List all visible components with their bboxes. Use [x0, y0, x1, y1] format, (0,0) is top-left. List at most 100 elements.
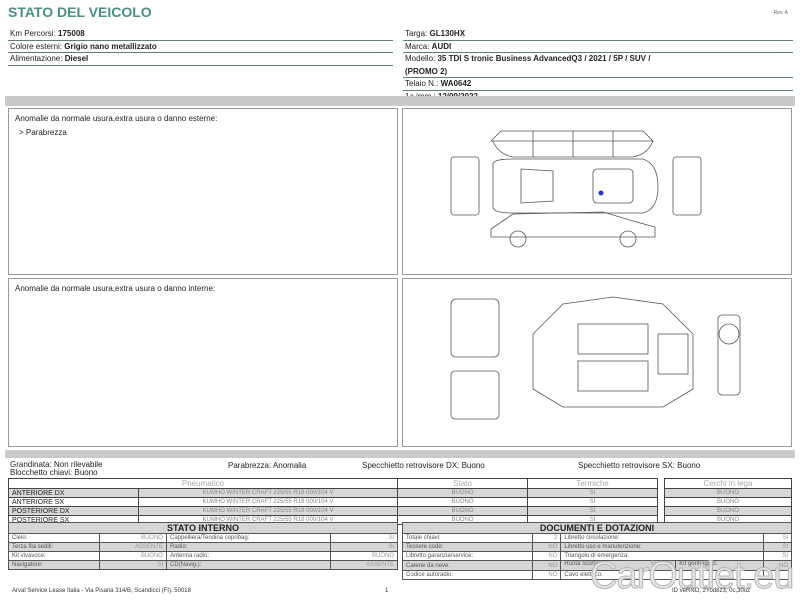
internal-diagram-box	[402, 278, 792, 447]
car-front-view	[450, 156, 480, 216]
telaio-label: Telaio N.:	[405, 79, 441, 88]
targa-row: Targa: GL130HX	[403, 28, 793, 41]
field-label: Cielo:	[7, 533, 101, 543]
interior-plan-view	[532, 296, 694, 408]
field-value: SI	[99, 560, 167, 570]
marca-row: Marca: AUDI	[403, 41, 793, 53]
field-value: SI	[330, 542, 398, 552]
document-id: ID veRNO, 2Yod8z3, 0c,30oz	[672, 588, 751, 594]
tyre-row: ANTERIORE SX KUMHO WINTER CRAFT 225/55 R1…	[8, 497, 658, 507]
divider-bar-2	[5, 450, 795, 458]
tyre-position: POSTERIORE DX	[8, 506, 139, 516]
color-label: Colore esterni:	[10, 41, 65, 51]
field-label: Navigatore:	[7, 560, 101, 570]
stato-interno-title: STATO INTERNO	[8, 522, 398, 534]
status-left: Grandinata: Non rilevabile Blocchetto ch…	[10, 461, 103, 477]
tyre-header: Pneumatico	[8, 478, 398, 489]
fuel-value: Diesel	[64, 54, 89, 63]
km-label: Km Percorsi:	[10, 29, 59, 38]
modello-value-2: (PROMO 2)	[405, 66, 448, 76]
field-value: SI	[762, 542, 793, 552]
field-label: Cappelliera/Tendina copribag:	[165, 533, 332, 543]
external-damage-title: Anomalie da normale usura,extra usura o …	[15, 114, 218, 123]
field-value: SI	[330, 533, 398, 543]
km-value: 175008	[58, 29, 85, 38]
modello-value: 35 TDI S tronic Business AdvancedQ3 / 20…	[437, 54, 651, 63]
color-value: Grigio nano metallizzato	[64, 41, 157, 51]
damage-marker	[598, 190, 604, 196]
vehicle-info-left: Km Percorsi: 175008 Colore esterni: Grig…	[8, 28, 393, 66]
field-value: ASSENTE	[330, 560, 398, 570]
field-value: BUONO	[99, 551, 167, 561]
telaio-row: Telaio N.: WA0642	[403, 78, 793, 91]
field-label: Libretto garanzia/service:	[401, 551, 534, 561]
page-number: 1	[385, 588, 389, 594]
thermal-header: Termiche	[527, 478, 658, 489]
color-row: Colore esterni: Grigio nano metallizzato	[8, 41, 393, 53]
field-value: NO	[532, 570, 562, 580]
internal-damage-title: Anomalie da normale usura,extra usura o …	[15, 284, 216, 293]
external-damage-box: Anomalie da normale usura,extra usura o …	[8, 108, 398, 275]
blocchetto-status: Blocchetto chiavi: Buono	[10, 468, 98, 477]
field-label: Radio:	[165, 542, 332, 552]
tyre-model: KUMHO WINTER CRAFT 225/55 R18 000/104 V	[138, 506, 398, 516]
parabrezza-status: Parabrezza: Anomalia	[228, 461, 307, 470]
rim-state: BUONO	[664, 497, 792, 507]
grandinata-status: Grandinata: Non rilevabile	[10, 460, 103, 469]
tyres-table: Pneumatico Stato Termiche ANTERIORE DX KUMH…	[8, 478, 658, 525]
tyre-position: ANTERIORE DX	[8, 488, 139, 498]
field-value: BUONO	[330, 551, 398, 561]
fuel-row: Alimentazione: Diesel	[8, 53, 393, 66]
km-row: Km Percorsi: 175008	[8, 28, 393, 41]
tyre-state: BUONO	[397, 497, 528, 507]
external-diagram-box	[402, 108, 792, 275]
revision: Rev. A	[773, 10, 788, 16]
field-label: Totale chiavi:	[401, 533, 534, 543]
car-interior-diagram	[450, 296, 741, 420]
state-header: Stato	[397, 478, 528, 489]
field-value: ASSENTE	[99, 542, 167, 552]
seat-rear-view	[450, 370, 500, 420]
car-rear-view	[672, 156, 702, 216]
telaio-value: WA0642	[440, 79, 472, 88]
car-exterior-diagram	[450, 130, 702, 248]
field-value	[762, 570, 793, 580]
field-value: NO	[532, 542, 562, 552]
field-label: Tessere code:	[401, 542, 534, 552]
targa-label: Targa:	[405, 29, 430, 38]
field-label: Catene da neve:	[401, 560, 534, 571]
tyre-position: ANTERIORE SX	[8, 497, 139, 507]
documenti-table: DOCUMENTI E DOTAZIONI Totale chiavi: 2 Lib…	[401, 522, 793, 580]
rims-table: Cerchi in lega BUONO BUONO BUONO BUONO	[664, 478, 792, 525]
tyre-state: BUONO	[397, 488, 528, 498]
field-label: Kit gonfiaggio:	[679, 561, 718, 567]
documenti-title: DOCUMENTI E DOTAZIONI	[402, 522, 792, 534]
stato-interno-table: STATO INTERNO Cielo: BUONO Cappelliera/Ten…	[7, 522, 398, 570]
field-label: Kit vivavoce:	[7, 551, 101, 561]
dashboard-view	[717, 314, 741, 396]
field-label: Libretto uso e manutenzione:	[560, 542, 764, 552]
marca-label: Marca:	[405, 41, 432, 51]
field-value: 2	[532, 533, 562, 543]
fuel-label: Alimentazione:	[10, 54, 65, 63]
field-label: Libretto circolazione:	[560, 533, 764, 543]
specchietto-sx-status: Specchietto retrovisore SX: Buono	[578, 461, 701, 470]
vehicle-info-right: Targa: GL130HX Marca: AUDI Modello: 35 T…	[403, 28, 793, 103]
divider-bar	[5, 96, 795, 106]
field-label: CD(Navig.):	[165, 560, 332, 570]
marca-value: AUDI	[431, 41, 452, 51]
targa-value: GL130HX	[429, 29, 466, 38]
field-label: Ruota scorta:	[564, 561, 601, 567]
tyre-state: BUONO	[397, 506, 528, 516]
field-value: NO	[532, 551, 562, 561]
car-bottom-side-outline	[490, 211, 656, 238]
field-label: Terza fila sedili:	[7, 542, 101, 552]
internal-damage-box: Anomalie da normale usura,extra usura o …	[8, 278, 398, 447]
watermark-logo: CarOutlet.eu	[589, 555, 794, 598]
footer-address: Arval Service Lease Italia - Via Pisana …	[12, 588, 191, 594]
tyre-row: POSTERIORE DX KUMHO WINTER CRAFT 225/55 R…	[8, 506, 658, 516]
field-label: Antenna radio:	[165, 551, 332, 561]
field-value: BUONA	[648, 561, 677, 570]
external-damage-item: > Parabrezza	[19, 128, 67, 137]
field-value: BUONO	[99, 533, 167, 543]
